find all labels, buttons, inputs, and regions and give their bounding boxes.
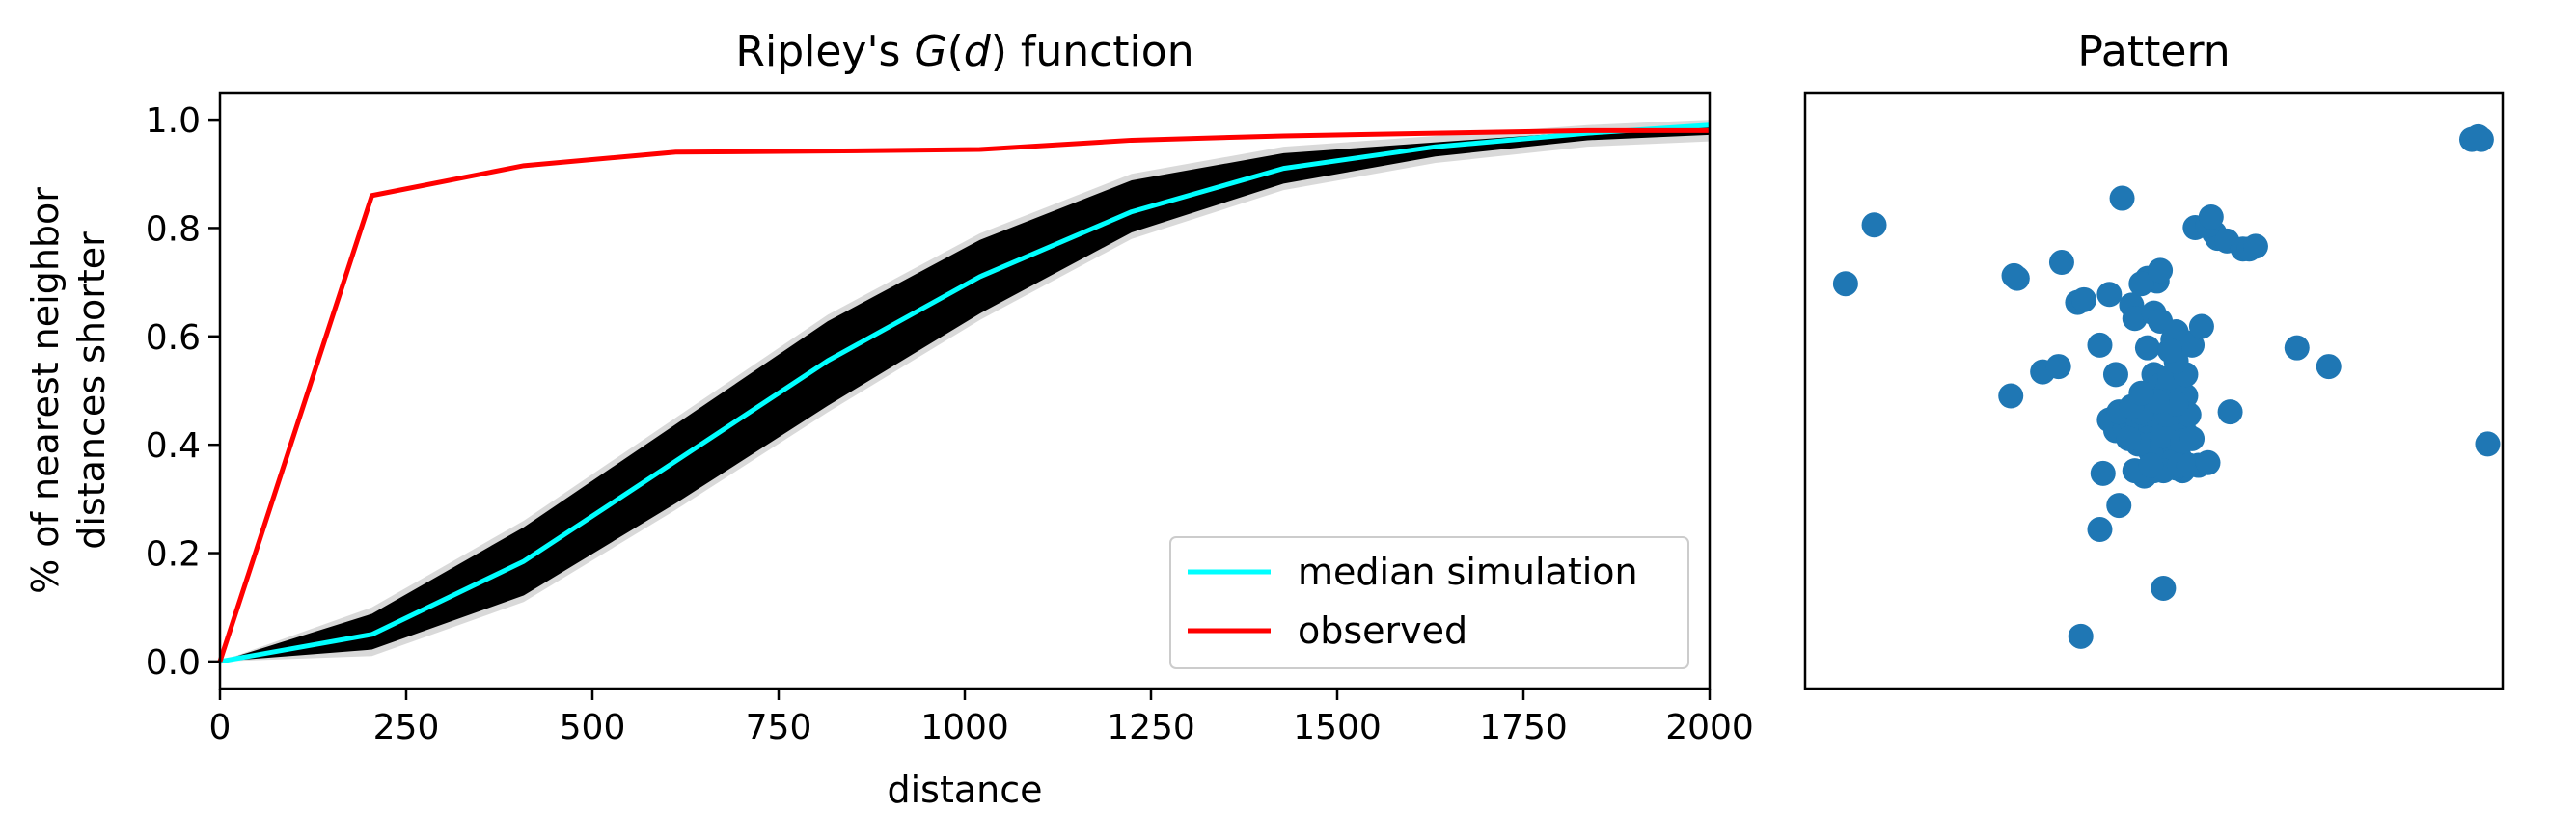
x-tick-label: 750 xyxy=(746,708,812,747)
pattern-point xyxy=(2128,380,2154,406)
y-tick-label: 0.6 xyxy=(146,318,201,358)
pattern-point xyxy=(2217,399,2243,425)
chart-title: Ripley's G(d) function xyxy=(735,27,1193,76)
pattern-point xyxy=(2198,203,2224,230)
pattern-point xyxy=(2148,257,2174,284)
pattern-point xyxy=(2071,286,2097,312)
pattern-point xyxy=(2176,452,2202,478)
pattern-point xyxy=(1861,212,1887,238)
pattern-point xyxy=(2134,335,2160,361)
y-tick-label: 0.8 xyxy=(146,209,201,249)
ripley-g-chart: Ripley's G(d) function 0 250 500 750 1000 125… xyxy=(24,27,1754,811)
x-axis: 0 250 500 750 1000 1250 1500 1750 2000 xyxy=(209,689,1754,747)
y-tick-label: 0.2 xyxy=(146,535,201,575)
x-tick-label: 1250 xyxy=(1107,708,1195,747)
pattern-point xyxy=(2090,460,2116,486)
pattern-point xyxy=(2128,271,2154,297)
x-tick-label: 500 xyxy=(560,708,626,747)
y-tick-label: 1.0 xyxy=(146,101,201,141)
pattern-point xyxy=(2102,362,2128,388)
pattern-point xyxy=(2179,425,2206,451)
x-tick-label: 250 xyxy=(373,708,440,747)
pattern-point xyxy=(1998,383,2024,409)
pattern-point xyxy=(2087,517,2113,543)
pattern-point xyxy=(2068,623,2094,649)
pattern-title: Pattern xyxy=(2077,27,2230,76)
pattern-point xyxy=(2138,452,2164,478)
legend-label-observed: observed xyxy=(1298,609,1467,652)
pattern-point xyxy=(2163,391,2189,417)
x-tick-label: 0 xyxy=(209,708,232,747)
pattern-point xyxy=(2151,575,2177,601)
pattern-point xyxy=(2151,423,2177,449)
pattern-frame xyxy=(1803,91,2505,690)
y-tick-label: 0.4 xyxy=(146,426,201,466)
pattern-point xyxy=(2468,126,2494,152)
x-axis-label: distance xyxy=(887,769,1042,811)
pattern-point xyxy=(2045,354,2071,380)
pattern-point xyxy=(2475,431,2501,457)
pattern-point xyxy=(2316,354,2342,380)
simulation-envelope xyxy=(220,125,1710,662)
pattern-point xyxy=(1832,271,1858,297)
pattern-point xyxy=(2004,265,2030,291)
title-variable: G xyxy=(914,27,946,76)
pattern-point xyxy=(2156,338,2182,364)
x-tick-label: 1500 xyxy=(1293,708,1382,747)
x-tick-label: 1750 xyxy=(1479,708,1568,747)
y-tick-label: 0.0 xyxy=(146,643,201,683)
pattern-point xyxy=(2242,233,2268,259)
pattern-point xyxy=(2087,332,2113,358)
series-line-median-simulation xyxy=(219,122,1711,664)
series-line-observed xyxy=(217,127,1710,663)
pattern-point xyxy=(2188,313,2214,339)
title-open-paren: ( xyxy=(947,27,964,76)
pattern-point xyxy=(2048,250,2074,276)
title-close-paren: ) xyxy=(991,27,1007,76)
pattern-chart: Pattern xyxy=(1803,27,2505,690)
title-prefix: Ripley's xyxy=(735,27,914,76)
legend: median simulation observed xyxy=(1169,536,1689,669)
pattern-point xyxy=(2122,306,2148,332)
pattern-point xyxy=(2195,449,2221,475)
title-suffix: function xyxy=(1007,27,1194,76)
pattern-point xyxy=(2109,185,2135,211)
y-axis-label-line-2: distances shorter xyxy=(70,231,113,550)
legend-label-median-simulation: median simulation xyxy=(1298,551,1638,593)
title-argument: d xyxy=(964,27,992,76)
y-axis-label: % of nearest neighbor distances shorter xyxy=(24,187,113,594)
y-axis-label-line-1: % of nearest neighbor xyxy=(24,187,67,594)
pattern-point xyxy=(2284,335,2310,361)
pattern-point xyxy=(2096,282,2123,308)
x-tick-label: 1000 xyxy=(920,708,1009,747)
pattern-point xyxy=(2179,332,2206,358)
legend-box xyxy=(1169,536,1689,669)
pattern-point xyxy=(2116,425,2142,451)
pattern-point xyxy=(2106,493,2132,519)
pattern-plot-area xyxy=(1803,91,2505,690)
y-axis: 0.0 0.2 0.4 0.6 0.8 1.0 xyxy=(146,101,220,683)
x-tick-label: 2000 xyxy=(1665,708,1754,747)
